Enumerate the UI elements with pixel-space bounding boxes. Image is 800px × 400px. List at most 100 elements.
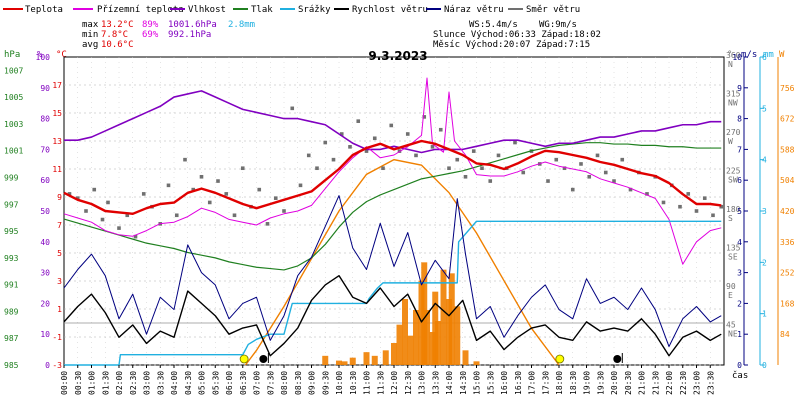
series-line-rychlost-vetru [63,274,722,357]
wind-direction-point [422,115,427,119]
tick-label-temp: 17 [52,81,62,90]
tick-label-temp: 1 [57,305,62,314]
tick-label-x: 04:00 [170,371,179,395]
wind-direction-point [133,234,138,239]
wind-direction-point [199,174,204,179]
wind-direction-point [75,196,80,200]
solar-bar [473,361,480,365]
wind-direction-point [628,187,633,192]
tick-label-temp: 5 [57,249,62,258]
wind-direction-point [191,187,196,192]
stat-max-press: 1001.6hPa [168,20,217,30]
wind-direction-point [240,166,245,171]
tick-label-x: 21:00 [638,371,647,395]
wind-direction-point [339,132,344,136]
wind-direction-point [405,132,410,136]
wind-direction-point [612,179,616,183]
tick-label-w: 252 [780,269,795,278]
tick-label-pct: 90 [40,84,50,93]
tick-label-mm: 2 [762,258,767,267]
solar-bar [413,310,419,365]
tick-label-ms: 8 [737,115,742,124]
stat-max-hum: 89% [142,20,159,30]
tick-label-x: 17:00 [528,371,537,395]
solar-bar [322,355,329,365]
wind-direction-point [570,187,575,192]
solar-bar [396,324,403,365]
tick-label-pct: 10 [40,330,50,339]
tick-label-w: 504 [780,176,795,185]
wind-direction-point [430,145,435,149]
sunrise-marker [239,354,249,364]
tick-label-ms: 3 [737,269,742,278]
tick-label-hpa: 1007 [4,66,23,75]
solar-bar [382,350,389,365]
stats-block: max 13.2°C 89% 1001.6hPa 2.8mm min 7.8°C… [82,20,255,50]
tick-label-hpa: 987 [4,334,19,343]
legend: Teplota Přízemní teplota Vlhkost Tlak Sr… [3,5,580,15]
tick-label-ms: 9 [737,84,742,93]
tick-label-hpa: 999 [4,174,19,183]
tick-label-x: 23:30 [706,371,715,395]
axis-unit-deg: ° [727,50,732,60]
solar-bar [336,360,342,365]
tick-label-x: 20:30 [624,371,633,395]
tick-label-ms: 5 [737,207,742,216]
tick-label-temp: -3 [52,361,62,370]
tick-label-w: 168 [780,299,795,308]
solar-bar [391,343,397,365]
tick-label-x: 03:00 [143,371,152,395]
tick-label-deg: 180 [726,205,741,214]
tick-label-x: 16:30 [514,371,523,395]
wind-direction-point [711,213,715,218]
series-line-naraz-vetru [63,195,722,348]
chart-marks [63,77,724,366]
axis-unit-hpa: hPa [4,50,20,60]
tick-label-deg: 315 [726,90,741,99]
wind-direction-point [265,222,270,226]
tick-label-hpa: 993 [4,254,19,263]
wind-direction-point [719,204,724,209]
series-line-prizemni-teplota [63,77,722,265]
stat-max-temp: 13.2°C [101,20,134,30]
series-line-solar [244,158,560,366]
legend-label-smer-vetru: Směr větru [526,5,580,15]
wind-direction-point [125,213,130,218]
tick-label-temp: 7 [57,221,62,230]
wind-direction-point [645,192,649,196]
tick-label-ms: 6 [737,176,742,185]
tick-label-pct: 100 [36,53,51,62]
solar-bar [371,355,378,365]
series-line-srazky [64,220,722,366]
tick-label-x: 09:30 [321,371,330,395]
tick-label-hpa: 1005 [4,93,23,102]
wind-direction-point [282,209,286,213]
wind-direction-point [224,192,229,196]
tick-label-x: 08:30 [294,371,303,395]
tick-label-x: 23:00 [693,371,702,395]
tick-label-w: 336 [780,238,795,247]
tick-label-temp: 3 [57,277,62,286]
solar-bar [363,352,370,365]
tick-label-x: 22:30 [679,371,688,395]
tick-label-x: 10:00 [335,371,344,395]
wind-direction-point [513,140,517,145]
wind-direction-point [480,166,484,171]
moonset-marker [259,355,268,363]
stat-min-hum: 69% [142,30,159,40]
series-line-tlak [63,142,722,271]
tick-label-x: 15:30 [486,371,495,395]
tick-label-deg: 270 [726,128,741,137]
wind-direction-point [232,213,237,218]
tick-label-dir: SW [728,176,738,185]
tick-label-x: 17:30 [541,371,550,395]
axis-unit-w: W [779,50,785,60]
tick-label-temp: 9 [57,193,62,202]
tick-label-pct: 70 [40,145,50,154]
info-sun: Slunce Východ:06:33 Západ:18:02 [433,30,601,40]
wind-direction-point [298,183,303,188]
tick-label-x: 22:00 [665,371,674,395]
wind-direction-point [521,170,526,175]
tick-label-dir: NW [728,99,738,108]
